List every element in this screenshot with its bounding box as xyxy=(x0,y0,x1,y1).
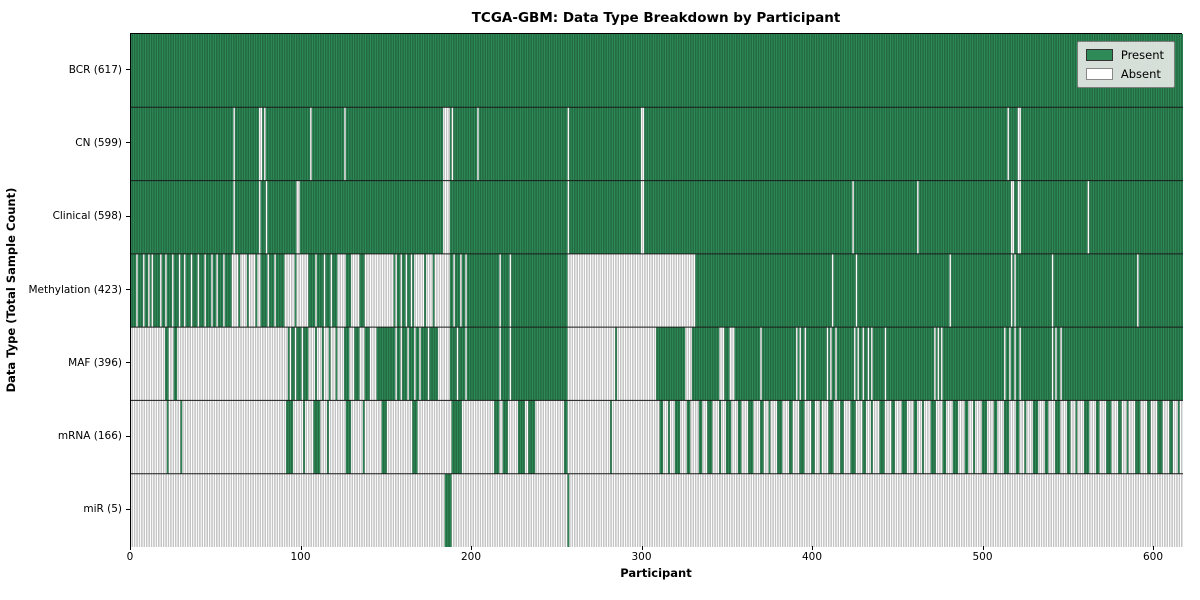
tick-mark xyxy=(641,546,643,550)
legend: Present Absent xyxy=(1076,41,1175,88)
y-tick-label: Clinical (598) xyxy=(52,210,122,223)
legend-label-absent: Absent xyxy=(1120,67,1161,81)
x-tick-label: 300 xyxy=(631,551,652,563)
tick-mark xyxy=(126,435,130,437)
legend-item-present: Present xyxy=(1085,48,1164,62)
x-tick-label: 200 xyxy=(460,551,482,563)
legend-swatch-present xyxy=(1085,49,1113,61)
legend-swatch-absent xyxy=(1085,68,1113,80)
x-axis-title: Participant xyxy=(620,566,692,580)
tick-mark xyxy=(126,69,130,71)
legend-label-present: Present xyxy=(1120,48,1164,62)
tick-mark xyxy=(982,546,984,550)
tick-mark xyxy=(126,142,130,144)
y-tick-label: CN (599) xyxy=(75,136,122,149)
x-tick-label: 100 xyxy=(290,551,311,563)
x-tick-label: 0 xyxy=(126,551,134,563)
tick-mark xyxy=(126,362,130,364)
chart-canvas xyxy=(131,34,1183,547)
tick-mark xyxy=(300,546,302,550)
y-tick-label: mRNA (166) xyxy=(57,430,122,443)
tick-mark xyxy=(812,546,813,550)
y-tick-label: BCR (617) xyxy=(68,63,122,76)
plot-area: Present Absent xyxy=(130,33,1183,547)
y-tick-label: MAF (396) xyxy=(68,356,122,369)
chart-title: TCGA-GBM: Data Type Breakdown by Partici… xyxy=(471,10,841,26)
x-tick-label: 500 xyxy=(972,551,993,563)
y-tick-label: Methylation (423) xyxy=(28,283,122,296)
x-tick-label: 400 xyxy=(801,551,823,563)
tick-mark xyxy=(1153,546,1154,550)
tick-mark xyxy=(471,546,472,550)
y-tick-label: miR (5) xyxy=(83,503,122,516)
x-tick-label: 600 xyxy=(1142,551,1164,563)
tick-mark xyxy=(126,215,130,217)
legend-item-absent: Absent xyxy=(1085,67,1164,81)
tick-mark xyxy=(126,289,130,290)
tick-mark xyxy=(130,546,131,550)
tick-mark xyxy=(126,508,130,510)
